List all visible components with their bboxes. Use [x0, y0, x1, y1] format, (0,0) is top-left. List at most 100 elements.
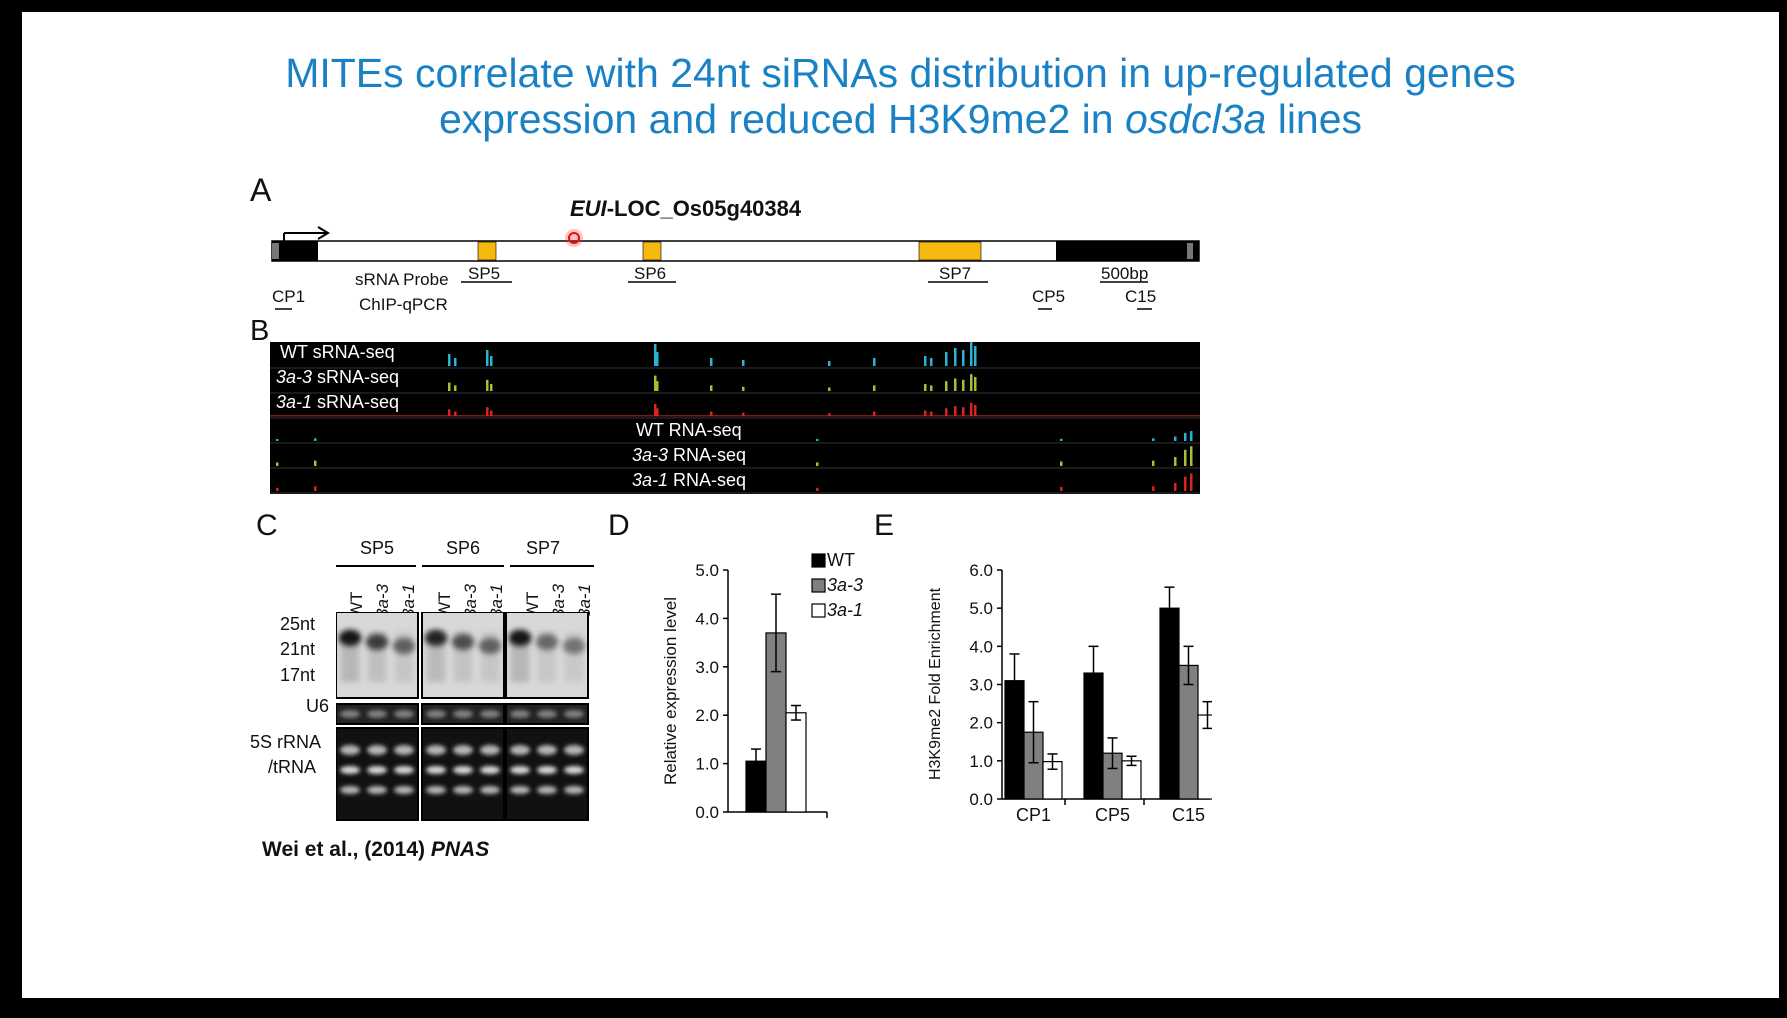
- coverage-peak: [448, 382, 451, 391]
- coverage-peak: [654, 375, 657, 391]
- slide: MITEs correlate with 24nt siRNAs distrib…: [22, 12, 1779, 998]
- site-sp5: SP5: [468, 264, 501, 283]
- coverage-peak: [448, 354, 451, 366]
- title-text-end: lines: [1266, 96, 1363, 142]
- rrna-band: [510, 786, 530, 794]
- y-tick-label: 2.0: [969, 714, 993, 733]
- track-prefix: 3a-1: [632, 470, 669, 490]
- blot-group-sp6: SP6: [446, 538, 481, 558]
- coverage-peak: [314, 438, 317, 441]
- rrna-band: [480, 745, 500, 755]
- rrna-band: [394, 766, 414, 774]
- x-tick-label: C15: [1172, 805, 1205, 825]
- coverage-peak: [742, 360, 745, 366]
- mite-sp5: [477, 241, 497, 261]
- u6-band: [537, 710, 557, 718]
- coverage-peak: [1152, 438, 1155, 441]
- site-sp6: SP6: [634, 264, 667, 283]
- coverage-peak: [448, 409, 451, 416]
- coverage-peak: [930, 358, 933, 366]
- coverage-peak: [1060, 438, 1063, 441]
- mite-sp6: [642, 241, 662, 261]
- coverage-peak: [486, 350, 489, 366]
- coverage-peak: [924, 356, 927, 366]
- lane-label: 3a-1: [487, 584, 506, 618]
- rrna-band: [564, 766, 584, 774]
- coverage-peak: [873, 385, 876, 391]
- coverage-peak: [1152, 486, 1155, 491]
- y-tick-label: 6.0: [969, 561, 993, 580]
- rrna-band: [394, 786, 414, 794]
- track-prefix: 3a-3: [632, 445, 669, 465]
- u6-band: [510, 710, 530, 718]
- srna-probe-label: sRNA Probe: [355, 270, 449, 289]
- coverage-peak: [816, 462, 819, 466]
- coverage-peak: [816, 487, 819, 491]
- panel-a-letter: A: [250, 172, 272, 208]
- coverage-peak: [276, 487, 279, 491]
- slide-title-line1: MITEs correlate with 24nt siRNAs distrib…: [285, 50, 1516, 96]
- y-tick-label: 0.0: [695, 803, 719, 822]
- legend-label: WT: [827, 550, 855, 570]
- srna-smear: [341, 632, 359, 682]
- coverage-peak: [656, 381, 659, 391]
- x-tick-label: CP5: [1095, 805, 1130, 825]
- coverage-peak: [970, 374, 973, 391]
- coverage-peak: [1174, 457, 1177, 466]
- coverage-peak: [828, 361, 831, 366]
- marker-25nt: 25nt: [280, 614, 316, 634]
- rrna-band: [537, 766, 557, 774]
- rrna-band: [537, 745, 557, 755]
- coverage-peak: [656, 352, 659, 366]
- legend-label: 3a-3: [827, 575, 863, 595]
- u6-band: [394, 710, 414, 718]
- coverage-peak: [654, 344, 657, 366]
- rrna-band: [340, 766, 360, 774]
- genome-browser-tracks: [270, 342, 1200, 494]
- rrna-band: [426, 766, 446, 774]
- coverage-peak: [1190, 431, 1193, 441]
- y-tick-label: 1.0: [695, 755, 719, 774]
- rrna-band: [537, 786, 557, 794]
- coverage-peak: [454, 385, 457, 391]
- srna-smear: [454, 632, 472, 682]
- blot-rrna: [421, 727, 505, 821]
- mite-sp7: [918, 241, 982, 261]
- coverage-peak: [1184, 432, 1187, 441]
- citation-journal: PNAS: [430, 838, 490, 861]
- y-tick-label: 5.0: [695, 561, 719, 580]
- coverage-peak: [710, 358, 713, 366]
- group-underlines: [336, 565, 594, 567]
- citation: Wei et al., (2014) PNAS: [262, 838, 489, 862]
- rrna-band: [480, 766, 500, 774]
- legend-label: 3a-1: [827, 600, 863, 620]
- coverage-peak: [974, 346, 977, 366]
- track-label-3a1-srna: 3a-1 sRNA-seq: [276, 392, 399, 413]
- track-label-3a1-rna: 3a-1 RNA-seq: [632, 470, 746, 491]
- coverage-peak: [1190, 473, 1193, 491]
- track-prefix: 3a-1: [276, 392, 313, 412]
- u6-label: U6: [306, 696, 330, 716]
- track-suffix: RNA-seq: [668, 445, 747, 465]
- rrna-band: [510, 766, 530, 774]
- legend-swatch: [811, 553, 826, 568]
- coverage-peak: [962, 407, 965, 416]
- coverage-peak: [970, 342, 973, 366]
- u6-band: [426, 710, 446, 718]
- rrna-band: [367, 766, 387, 774]
- u6-band: [480, 710, 500, 718]
- coverage-peak: [486, 379, 489, 391]
- track-prefix: WT: [280, 342, 308, 362]
- citation-authors: Wei et al., (2014): [262, 838, 431, 861]
- rrna-band: [340, 745, 360, 755]
- y-tick-label: 4.0: [969, 637, 993, 656]
- rrna-band: [564, 745, 584, 755]
- srna-smear: [481, 632, 499, 682]
- rrna-band: [453, 745, 473, 755]
- gene-name-italic: EUI: [570, 196, 607, 221]
- coverage-peak: [930, 385, 933, 391]
- slide-title-line2: expression and reduced H3K9me2 in osdcl3…: [22, 96, 1779, 143]
- rrna-band: [394, 745, 414, 755]
- srna-smear: [511, 632, 529, 682]
- track-suffix: sRNA-seq: [312, 392, 400, 412]
